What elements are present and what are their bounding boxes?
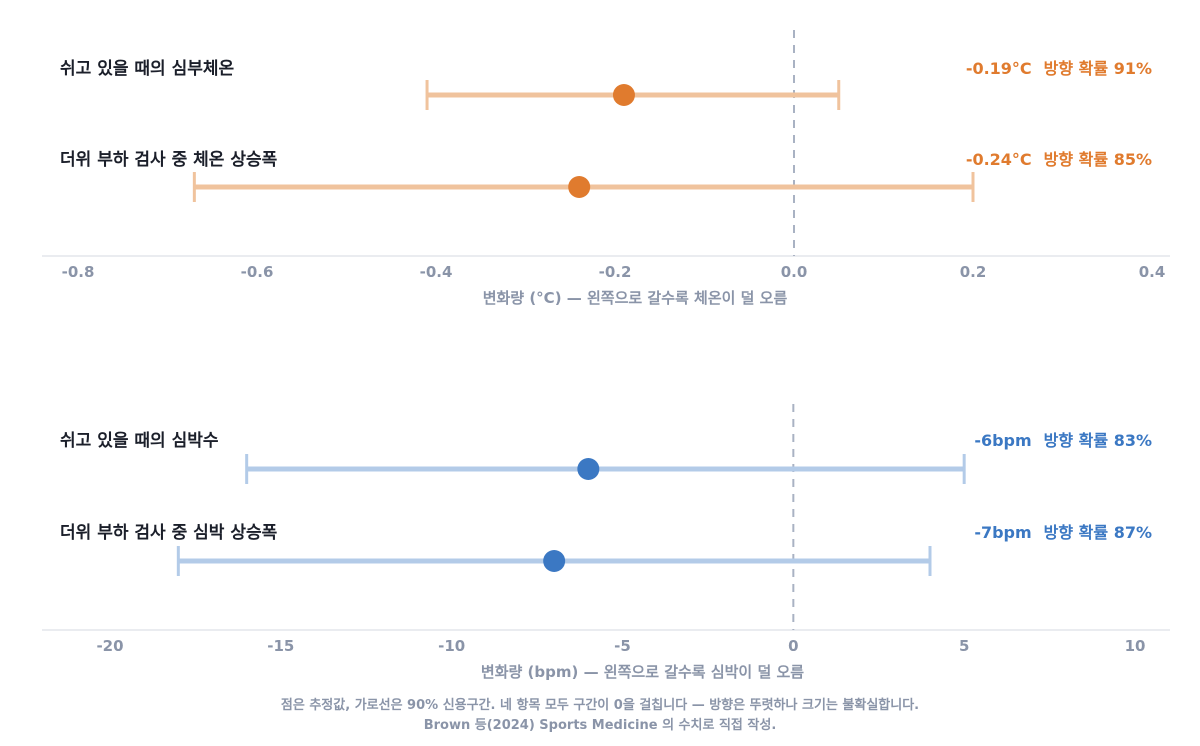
estimate-value-label: -7bpm bbox=[974, 523, 1031, 542]
x-tick-label: 0.2 bbox=[960, 263, 987, 281]
point-estimate-dot bbox=[543, 550, 566, 572]
estimate-value-label: -6bpm bbox=[974, 431, 1031, 450]
footnote-line-1: 점은 추정값, 가로선은 90% 신용구간. 네 항목 모두 구간이 0을 걸칩… bbox=[281, 697, 919, 713]
temperature-panel: -0.8 -0.6 -0.4 -0.2 0.0 0.2 0.4 변화량 (°C) — 왼쪽으로… bbox=[42, 30, 1170, 307]
direction-probability-label: 방향 확률 85% bbox=[1044, 150, 1152, 169]
x-tick-label: -10 bbox=[438, 637, 465, 655]
x-tick-label: -0.6 bbox=[241, 263, 274, 281]
x-tick-label: -5 bbox=[614, 637, 631, 655]
row-label: 쉬고 있을 때의 심부체온 bbox=[60, 59, 235, 79]
direction-probability-label: 방향 확률 87% bbox=[1044, 523, 1152, 542]
x-tick-label: 0.0 bbox=[781, 263, 808, 281]
x-tick-label: 0 bbox=[788, 637, 798, 655]
direction-probability-label: 방향 확률 83% bbox=[1044, 431, 1152, 450]
point-estimate-dot bbox=[568, 176, 591, 198]
x-axis-title: 변화량 (°C) — 왼쪽으로 갈수록 체온이 덜 오름 bbox=[483, 289, 788, 307]
row-label: 더위 부하 검사 중 체온 상승폭 bbox=[60, 150, 278, 170]
x-tick-label: 5 bbox=[959, 637, 969, 655]
point-estimate-dot bbox=[577, 458, 600, 480]
x-tick-label: -0.8 bbox=[62, 263, 95, 281]
x-axis-title: 변화량 (bpm) — 왼쪽으로 갈수록 심박이 덜 오름 bbox=[481, 663, 804, 681]
estimate-value-label: -0.19°C bbox=[966, 59, 1032, 78]
x-tick-label: 10 bbox=[1125, 637, 1146, 655]
x-tick-label: -15 bbox=[267, 637, 294, 655]
x-tick-label: -0.2 bbox=[599, 263, 632, 281]
direction-probability-label: 방향 확률 91% bbox=[1044, 59, 1152, 78]
point-estimate-dot bbox=[612, 84, 635, 106]
x-tick-label: -20 bbox=[96, 637, 123, 655]
x-tick-label: 0.4 bbox=[1139, 263, 1166, 281]
estimate-value-label: -0.24°C bbox=[966, 150, 1032, 169]
row-label: 쉬고 있을 때의 심박수 bbox=[60, 431, 219, 451]
x-tick-label: -0.4 bbox=[420, 263, 453, 281]
row-label: 더위 부하 검사 중 심박 상승폭 bbox=[60, 523, 278, 543]
heart-rate-panel: -20 -15 -10 -5 0 5 10 변화량 (bpm) — 왼쪽으로 갈수록 심박이 … bbox=[42, 404, 1170, 681]
footnote-line-2: Brown 등(2024) Sports Medicine 의 수치로 직접 작… bbox=[424, 717, 777, 733]
